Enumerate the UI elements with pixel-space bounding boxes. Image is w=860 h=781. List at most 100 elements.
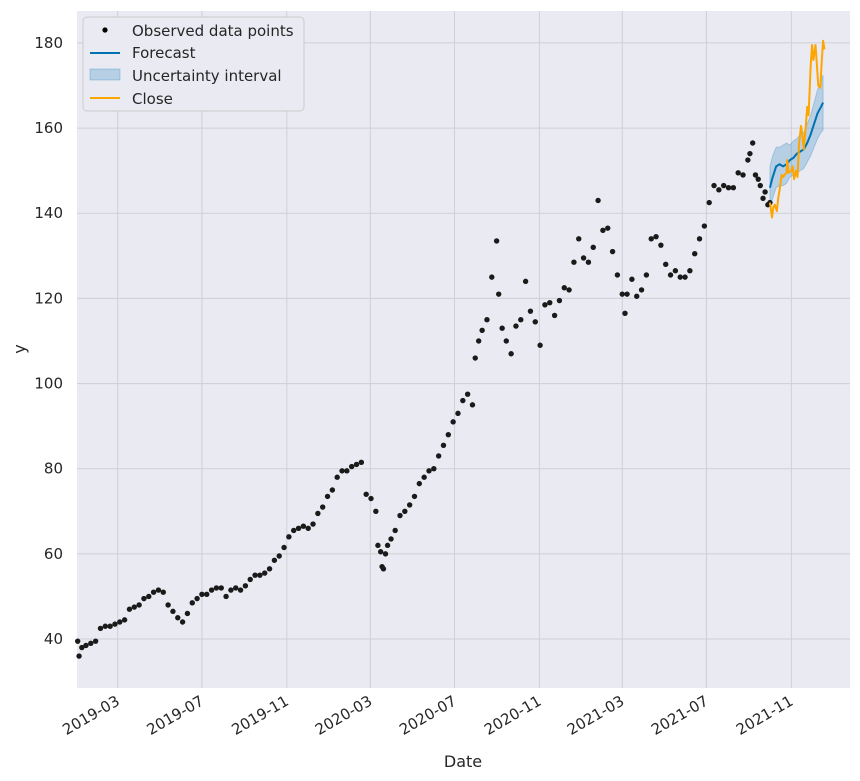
observed-point bbox=[622, 310, 628, 317]
x-tick-label: 2020-03 bbox=[312, 692, 375, 739]
observed-point bbox=[213, 585, 220, 591]
observed-point bbox=[614, 272, 621, 278]
observed-point bbox=[440, 442, 447, 449]
observed-point bbox=[499, 325, 505, 331]
observed-point bbox=[445, 431, 452, 438]
observed-point bbox=[411, 493, 418, 500]
observed-point bbox=[348, 463, 355, 470]
series-layer bbox=[74, 39, 826, 659]
observed-point bbox=[716, 187, 722, 193]
observed-point bbox=[291, 527, 297, 534]
observed-point bbox=[373, 508, 379, 514]
x-tick-label: 2020-07 bbox=[396, 692, 459, 739]
observed-point bbox=[179, 619, 186, 625]
observed-point bbox=[542, 302, 548, 308]
observed-point bbox=[112, 621, 118, 627]
x-tick-label: 2020-11 bbox=[481, 692, 544, 739]
y-tick-label: 140 bbox=[34, 204, 63, 222]
observed-point bbox=[165, 602, 171, 608]
observed-point bbox=[706, 199, 712, 206]
observed-point bbox=[223, 593, 229, 600]
observed-point bbox=[464, 391, 471, 397]
observed-point bbox=[643, 272, 650, 278]
observed-point bbox=[757, 182, 763, 189]
observed-point bbox=[755, 176, 761, 182]
observed-point bbox=[155, 587, 162, 593]
observed-point bbox=[595, 197, 601, 204]
observed-point bbox=[382, 551, 389, 557]
observed-point bbox=[663, 261, 669, 268]
observed-point bbox=[735, 170, 741, 176]
observed-point bbox=[388, 536, 394, 542]
observed-point bbox=[208, 587, 215, 593]
x-tick-label: 2021-03 bbox=[564, 692, 627, 739]
observed-point bbox=[344, 468, 350, 474]
observed-point bbox=[384, 542, 391, 549]
observed-point bbox=[580, 255, 587, 261]
legend-forecast-label: Forecast bbox=[132, 44, 196, 62]
y-tick-label: 60 bbox=[44, 545, 63, 563]
observed-point bbox=[233, 585, 239, 591]
observed-point bbox=[762, 189, 768, 195]
observed-point bbox=[228, 587, 234, 593]
observed-point bbox=[619, 291, 625, 297]
observed-point bbox=[218, 585, 224, 591]
observed-point bbox=[475, 338, 482, 344]
observed-point bbox=[609, 248, 616, 255]
legend: Observed data points Forecast Uncertaint… bbox=[82, 16, 305, 112]
observed-point bbox=[184, 610, 191, 617]
observed-point bbox=[472, 355, 478, 361]
observed-point bbox=[455, 410, 461, 417]
observed-point bbox=[126, 606, 133, 612]
observed-point bbox=[392, 527, 398, 534]
observed-point bbox=[469, 402, 476, 408]
y-tick-label: 80 bbox=[44, 460, 63, 478]
plot-area bbox=[77, 11, 850, 688]
observed-point bbox=[513, 323, 519, 329]
observed-point bbox=[421, 474, 427, 480]
observed-point bbox=[320, 504, 326, 510]
observed-point bbox=[682, 274, 688, 280]
grid bbox=[77, 11, 850, 688]
observed-point bbox=[532, 319, 538, 325]
observed-point bbox=[711, 182, 717, 189]
observed-point bbox=[503, 338, 509, 344]
observed-point bbox=[518, 316, 524, 323]
observed-point bbox=[653, 233, 659, 240]
observed-point bbox=[725, 185, 732, 191]
observed-point bbox=[194, 595, 200, 602]
observed-point bbox=[484, 316, 490, 323]
observed-point bbox=[329, 487, 336, 493]
observed-point bbox=[247, 576, 253, 583]
observed-point bbox=[634, 293, 640, 299]
observed-point bbox=[489, 274, 495, 280]
observed-point bbox=[141, 595, 147, 602]
x-tick-label: 2019-07 bbox=[144, 692, 207, 739]
observed-point bbox=[199, 591, 205, 598]
observed-point bbox=[150, 589, 157, 595]
observed-point bbox=[97, 625, 104, 632]
observed-point bbox=[537, 342, 543, 348]
legend-interval-label: Uncertainty interval bbox=[132, 67, 282, 85]
observed-point bbox=[252, 572, 258, 578]
legend-observed-label: Observed data points bbox=[132, 22, 294, 40]
observed-point bbox=[402, 508, 408, 514]
observed-point bbox=[692, 250, 698, 257]
observed-point bbox=[271, 557, 278, 563]
observed-point bbox=[426, 468, 432, 474]
observed-point bbox=[310, 521, 316, 527]
observed-point bbox=[677, 274, 683, 280]
observed-point bbox=[406, 502, 413, 508]
observed-point bbox=[701, 223, 708, 229]
observed-point bbox=[752, 172, 759, 178]
observed-point bbox=[380, 566, 387, 572]
observed-point bbox=[522, 278, 529, 285]
observed-point bbox=[262, 570, 268, 576]
observed-point bbox=[92, 638, 99, 644]
observed-point bbox=[375, 542, 381, 549]
observed-point bbox=[547, 299, 553, 306]
x-tick-label: 2021-11 bbox=[733, 692, 796, 739]
observed-point bbox=[117, 619, 123, 625]
observed-point bbox=[629, 276, 635, 282]
legend-close-label: Close bbox=[132, 90, 173, 108]
